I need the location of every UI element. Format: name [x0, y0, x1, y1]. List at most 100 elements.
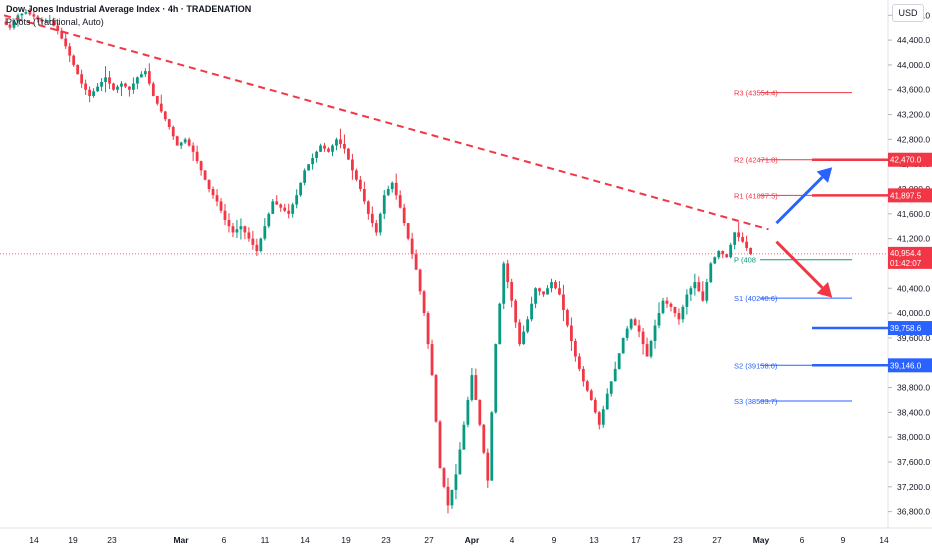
- x-tick-label: May: [753, 535, 770, 545]
- y-tick-label: 39,600.0: [897, 333, 930, 343]
- candle-body: [155, 95, 159, 104]
- candle-body: [76, 64, 80, 75]
- candle-body: [191, 145, 195, 152]
- candle-body: [295, 195, 299, 205]
- y-tick-label: 43,200.0: [897, 110, 930, 120]
- current-price-badge: [888, 246, 932, 269]
- candle-body: [358, 179, 362, 190]
- candle-body: [649, 340, 653, 357]
- x-tick-label: 19: [341, 535, 351, 545]
- candle-body: [259, 238, 263, 252]
- candle-body: [374, 223, 378, 233]
- candle-body: [291, 204, 295, 214]
- candle-body: [307, 164, 311, 171]
- currency-badge[interactable]: USD: [892, 4, 924, 22]
- x-tick-label: 23: [381, 535, 391, 545]
- candle-body: [163, 111, 167, 120]
- pivot-label: S1 (40240.6): [734, 294, 778, 303]
- arrow-down-head[interactable]: [816, 282, 833, 298]
- candle-body: [677, 313, 681, 320]
- x-tick-label: 27: [712, 535, 722, 545]
- price-badge-label: 42,470.0: [890, 156, 922, 165]
- candle-body: [681, 306, 685, 320]
- candle-body: [581, 368, 585, 382]
- candle-body: [546, 288, 549, 295]
- candle-body: [147, 71, 151, 84]
- candle-body: [554, 282, 557, 289]
- candle-body: [315, 151, 318, 158]
- pivot-label: R3 (43554.4): [734, 89, 778, 98]
- pivot-label: R1 (41897.5): [734, 191, 778, 200]
- candle-body: [139, 74, 143, 78]
- candle-body: [347, 148, 350, 160]
- y-tick-label: 44,000.0: [897, 60, 930, 70]
- candle-body: [211, 189, 215, 196]
- x-tick-label: 14: [879, 535, 889, 545]
- candle-body: [108, 77, 111, 84]
- candle-body: [187, 139, 191, 146]
- candle-body: [673, 306, 677, 314]
- candle-body: [462, 424, 466, 450]
- trendline[interactable]: [3, 14, 769, 231]
- candle-body: [143, 71, 147, 75]
- y-tick-label: 37,600.0: [897, 457, 930, 467]
- candle-body: [64, 38, 68, 47]
- candle-body: [203, 170, 207, 180]
- candle-body: [175, 136, 179, 146]
- candle-body: [394, 182, 398, 196]
- candle-body: [414, 254, 418, 270]
- candle-body: [450, 489, 454, 506]
- candle-body: [526, 319, 530, 332]
- y-tick-label: 40,400.0: [897, 283, 930, 293]
- x-tick-label: 4: [510, 535, 515, 545]
- arrow-down-shaft[interactable]: [775, 240, 824, 289]
- candle-body: [287, 210, 291, 214]
- candle-body: [518, 322, 522, 345]
- candle-body: [502, 263, 506, 304]
- candle-body: [195, 151, 199, 162]
- arrow-up-head[interactable]: [816, 167, 833, 183]
- pivot-label: S3 (38583.7): [734, 397, 778, 406]
- candle-body: [725, 254, 729, 258]
- candle-body: [689, 288, 693, 295]
- candle-body: [283, 207, 287, 211]
- candle-body: [132, 83, 135, 90]
- x-tick-label: Apr: [465, 535, 480, 545]
- candle-body: [84, 83, 88, 90]
- y-tick-label: 41,600.0: [897, 209, 930, 219]
- candle-body: [697, 282, 701, 292]
- x-tick-label: 6: [222, 535, 227, 545]
- y-tick-label: 43,600.0: [897, 85, 930, 95]
- candle-body: [104, 77, 107, 82]
- x-tick-label: 19: [68, 535, 78, 545]
- candle-body: [32, 14, 36, 17]
- candle-body: [709, 263, 713, 283]
- candle-body: [251, 238, 255, 245]
- candle-body: [179, 142, 183, 146]
- candle-body: [733, 232, 737, 245]
- candle-body: [343, 144, 346, 149]
- candle-body: [92, 91, 95, 96]
- candle-body: [486, 452, 490, 481]
- candle-body: [637, 325, 641, 332]
- candle-body: [749, 247, 752, 255]
- candle-body: [319, 145, 322, 152]
- candle-body: [354, 170, 358, 180]
- candle-body: [729, 244, 733, 258]
- candle-body: [534, 288, 537, 304]
- candle-body: [410, 238, 414, 255]
- candle-body: [243, 226, 247, 233]
- y-tick-label: 37,200.0: [897, 482, 930, 492]
- candle-body: [490, 412, 494, 481]
- candle-body: [207, 179, 211, 190]
- candle-body: [279, 204, 283, 208]
- candle-body: [530, 303, 533, 320]
- candle-body: [8, 24, 12, 28]
- candle-body: [239, 226, 243, 230]
- candle-body: [550, 282, 553, 289]
- candle-body: [223, 210, 227, 221]
- candle-body: [641, 331, 645, 345]
- arrow-up-shaft[interactable]: [775, 176, 824, 225]
- candle-body: [231, 226, 235, 233]
